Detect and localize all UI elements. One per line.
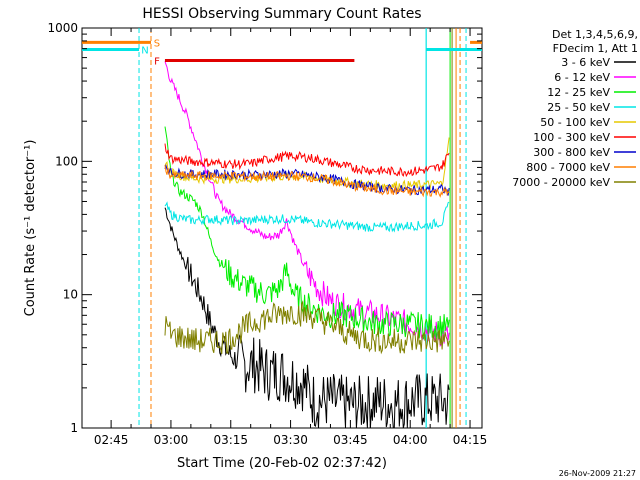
legend-label-5: 100 - 300 keV <box>533 131 610 144</box>
legend-label-3: 25 - 50 keV <box>547 101 610 114</box>
legend-label-2: 12 - 25 keV <box>547 86 610 99</box>
series-line-7 <box>164 165 450 198</box>
y-axis-label: Count Rate (s⁻¹ detector⁻¹) <box>23 140 38 317</box>
flags-layer: SNF <box>82 38 482 68</box>
x-axis-label: Start Time (20-Feb-02 02:37:42) <box>177 456 387 471</box>
legend-label-6: 300 - 800 keV <box>533 146 610 159</box>
x-axis: 02:45 03:00 03:15 03:30 03:45 04:00 04:15 <box>94 28 488 447</box>
legend-label-8: 7000 - 20000 keV <box>512 176 610 189</box>
legend-label-7: 800 - 7000 keV <box>526 161 610 174</box>
legend-label-4: 50 - 100 keV <box>540 116 610 129</box>
series-line-5 <box>164 143 450 178</box>
x-tick-label: 03:15 <box>213 433 248 447</box>
plot-frame <box>81 27 483 429</box>
x-tick-label: 03:45 <box>333 433 368 447</box>
flag-s-label: S <box>154 38 160 49</box>
series-line-3 <box>164 201 450 233</box>
time-interval-markers <box>138 28 467 428</box>
x-tick-label: 04:00 <box>393 433 428 447</box>
y-tick-label: 100 <box>55 154 78 168</box>
chart-title: HESSI Observing Summary Count Rates <box>142 6 421 22</box>
flag-f-label: F <box>154 57 160 68</box>
legend-label-0: 3 - 6 keV <box>561 56 610 69</box>
timestamp: 26-Nov-2009 21:27 <box>559 469 636 478</box>
series-layer <box>164 61 450 429</box>
flag-n-label: N <box>141 45 148 56</box>
legend-header-1: FDecim 1, Att 1 <box>553 42 638 55</box>
x-tick-label: 02:45 <box>94 433 129 447</box>
y-axis: 1 10 100 1000 <box>47 21 482 435</box>
legend-header-0: Det 1,3,4,5,6,9, <box>552 28 638 41</box>
series-line-1 <box>164 61 450 347</box>
legend: Det 1,3,4,5,6,9,FDecim 1, Att 13 - 6 keV… <box>512 28 638 189</box>
x-tick-label: 04:15 <box>453 433 488 447</box>
legend-label-1: 6 - 12 keV <box>554 71 610 84</box>
y-tick-label: 10 <box>63 288 78 302</box>
series-line-6 <box>164 164 450 196</box>
series-line-8 <box>164 300 450 355</box>
series-line-0 <box>164 207 450 429</box>
x-tick-label: 03:00 <box>154 433 189 447</box>
y-tick-label: 1 <box>70 421 78 435</box>
x-tick-label: 03:30 <box>273 433 308 447</box>
y-tick-label: 1000 <box>47 21 78 35</box>
